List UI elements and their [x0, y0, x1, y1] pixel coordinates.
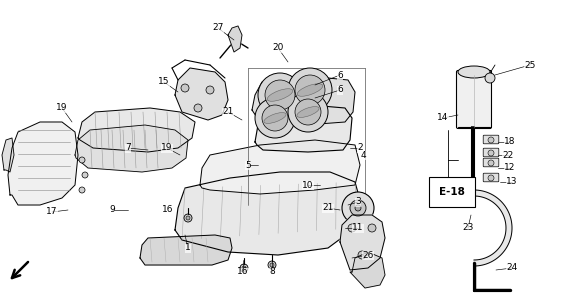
Text: 3: 3 [355, 198, 361, 206]
Circle shape [288, 68, 332, 112]
Text: 25: 25 [525, 60, 536, 70]
Text: 6: 6 [337, 85, 343, 95]
Circle shape [194, 104, 202, 112]
Circle shape [242, 266, 246, 270]
Text: 4: 4 [360, 150, 366, 160]
Text: 27: 27 [212, 23, 223, 33]
Text: 13: 13 [506, 178, 518, 186]
Text: 12: 12 [504, 163, 516, 173]
Circle shape [488, 150, 494, 156]
Circle shape [485, 73, 495, 83]
FancyBboxPatch shape [483, 173, 499, 182]
Circle shape [181, 84, 189, 92]
Polygon shape [228, 26, 242, 52]
Ellipse shape [458, 66, 490, 78]
Text: 18: 18 [504, 138, 516, 146]
Polygon shape [255, 105, 352, 152]
Polygon shape [2, 138, 14, 172]
Text: 21: 21 [222, 107, 234, 117]
Circle shape [488, 137, 494, 143]
Circle shape [184, 214, 192, 222]
Ellipse shape [264, 113, 286, 124]
Circle shape [295, 99, 321, 125]
Circle shape [368, 224, 376, 232]
Polygon shape [200, 140, 360, 194]
Text: 14: 14 [437, 113, 449, 123]
Circle shape [488, 160, 494, 166]
Text: 26: 26 [362, 250, 373, 260]
Text: 16: 16 [162, 206, 174, 214]
Text: 7: 7 [125, 143, 131, 152]
Circle shape [186, 216, 190, 220]
Text: 11: 11 [352, 224, 364, 232]
Circle shape [262, 105, 288, 131]
Text: 15: 15 [158, 77, 170, 87]
Text: 19: 19 [56, 103, 68, 113]
Circle shape [488, 175, 494, 181]
Circle shape [265, 80, 295, 110]
FancyBboxPatch shape [483, 148, 499, 157]
Polygon shape [175, 68, 228, 120]
Circle shape [355, 205, 361, 211]
Circle shape [79, 187, 85, 193]
Polygon shape [252, 76, 355, 125]
Circle shape [79, 157, 85, 163]
Polygon shape [175, 172, 360, 255]
Text: 19: 19 [161, 143, 173, 152]
Circle shape [350, 200, 366, 216]
FancyBboxPatch shape [456, 70, 492, 128]
Ellipse shape [297, 106, 319, 117]
Text: 16: 16 [237, 267, 249, 277]
Ellipse shape [267, 89, 293, 101]
Circle shape [348, 224, 356, 232]
Text: 21: 21 [323, 203, 334, 213]
Circle shape [288, 92, 328, 132]
Circle shape [295, 75, 325, 105]
Text: 23: 23 [462, 224, 474, 232]
Text: 9: 9 [109, 206, 115, 214]
Text: 17: 17 [46, 207, 58, 217]
Circle shape [258, 73, 302, 117]
Polygon shape [350, 252, 385, 288]
Polygon shape [8, 122, 78, 205]
Circle shape [206, 86, 214, 94]
Text: 24: 24 [507, 264, 518, 272]
Polygon shape [78, 108, 195, 152]
Polygon shape [75, 125, 188, 172]
Ellipse shape [297, 84, 323, 96]
Text: 22: 22 [503, 150, 514, 160]
Text: 1: 1 [185, 243, 191, 253]
Text: 10: 10 [302, 181, 314, 189]
FancyBboxPatch shape [483, 158, 499, 167]
Circle shape [268, 261, 276, 269]
Text: E-18: E-18 [439, 187, 465, 197]
Polygon shape [140, 235, 232, 265]
Text: 8: 8 [269, 267, 275, 277]
Text: 6: 6 [337, 70, 343, 80]
FancyBboxPatch shape [483, 135, 499, 144]
Text: 20: 20 [272, 44, 284, 52]
Polygon shape [474, 190, 512, 266]
Text: 5: 5 [245, 160, 251, 170]
Polygon shape [340, 215, 385, 270]
Circle shape [342, 192, 374, 224]
Circle shape [270, 263, 274, 267]
Circle shape [240, 264, 248, 272]
Circle shape [358, 251, 366, 259]
Text: 2: 2 [357, 143, 363, 152]
Circle shape [255, 98, 295, 138]
Circle shape [82, 172, 88, 178]
